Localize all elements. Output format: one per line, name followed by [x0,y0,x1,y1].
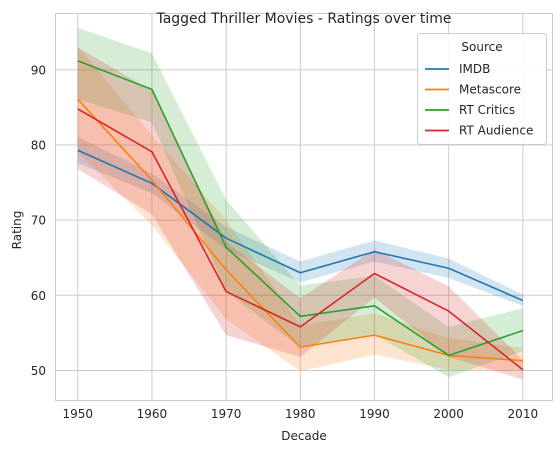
legend-label-rt-critics: RT Critics [459,103,515,117]
y-tick-label: 70 [31,214,46,228]
tick-labels: 1950 1960 1970 1980 1990 2000 2010 50 60 70 80 90 [31,63,538,421]
x-tick-label: 1970 [211,407,242,421]
y-tick-label: 80 [31,139,46,153]
legend-items: IMDB Metascore RT Critics RT Audience [425,62,533,138]
x-tick-label: 2010 [508,407,539,421]
grid [55,13,553,401]
chart-title: Tagged Thriller Movies - Ratings over ti… [155,11,451,27]
x-tick-label: 2000 [433,407,464,421]
y-axis-label: Rating [10,211,24,250]
band-rt-critics [77,27,523,378]
band-imdb [77,136,523,306]
x-axis-label: Decade [281,429,327,443]
legend-label-imdb: IMDB [459,62,490,76]
series-lines [77,60,524,371]
y-tick-label: 50 [31,364,46,378]
y-tick-label: 60 [31,289,46,303]
band-rt-audience [77,47,523,380]
x-tick-label: 1990 [359,407,390,421]
legend-label-metascore: Metascore [459,83,521,97]
y-tick-label: 90 [31,63,46,77]
plot-frame [55,13,553,401]
x-tick-label: 1950 [62,407,93,421]
x-tick-label: 1980 [285,407,316,421]
band-metascore [77,46,523,372]
confidence-bands [77,27,523,380]
legend: Source IMDB Metascore RT Critics RT Audienc… [417,33,547,145]
legend-title: Source [461,40,502,54]
legend-label-rt-audience: RT Audience [459,124,533,138]
x-tick-label: 1960 [137,407,168,421]
legend-box [417,33,547,145]
